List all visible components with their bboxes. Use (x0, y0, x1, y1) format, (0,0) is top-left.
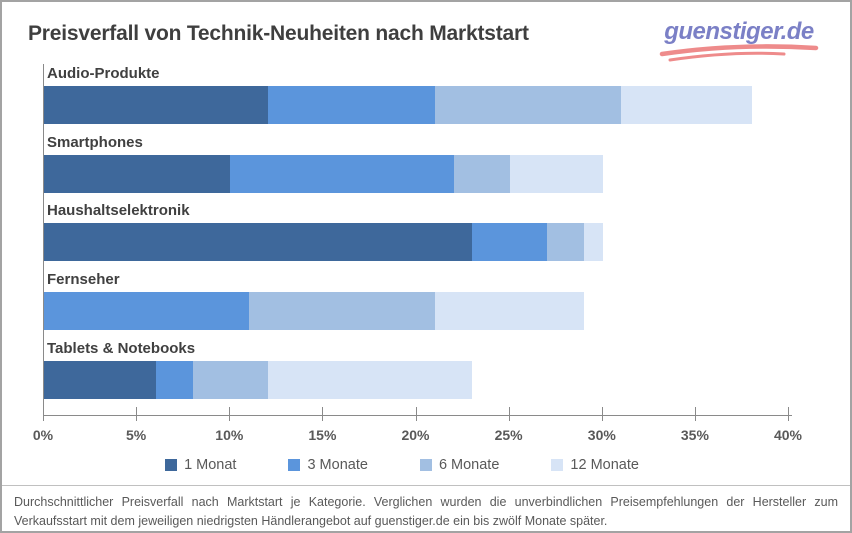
bar-segment (584, 223, 603, 261)
bar-segment (621, 86, 752, 124)
legend-swatch-icon (551, 459, 564, 471)
legend-swatch-icon (165, 459, 178, 471)
axis-tick (322, 407, 324, 421)
footer: Durchschnittlicher Preisverfall nach Mar… (2, 485, 850, 531)
bar-segment (155, 361, 194, 399)
category-label: Smartphones (47, 134, 143, 151)
legend-swatch-icon (419, 459, 432, 471)
bar-segment (472, 223, 547, 261)
axis-tick (788, 407, 789, 421)
legend-label: 1 Monat (184, 457, 237, 473)
axis-tick-label: 25% (494, 427, 523, 443)
guenstiger-logo: guenstiger.de (659, 14, 819, 62)
bar-segment (230, 155, 454, 193)
axis-tick (415, 407, 417, 421)
stacked-bar (44, 223, 603, 261)
bar-segment (44, 155, 231, 193)
axis-tick-label: 10% (215, 427, 244, 443)
chart-y-axis-line (43, 64, 44, 416)
bar-segment (267, 361, 473, 399)
axis-tick (43, 407, 44, 421)
logo-swoosh-icon (659, 44, 819, 62)
legend-label: 3 Monate (307, 457, 368, 473)
stacked-bar (44, 155, 603, 193)
legend-item: 3 Monate (288, 457, 368, 473)
legend-swatch-icon (288, 459, 301, 471)
bar-segment (193, 361, 268, 399)
axis-tick-label: 20% (401, 427, 430, 443)
stacked-bar (44, 86, 752, 124)
category-label: Audio-Produkte (47, 65, 160, 82)
bar-segment (44, 292, 249, 330)
bar-segment (44, 223, 473, 261)
axis-tick (601, 407, 603, 421)
axis-tick (508, 407, 510, 421)
axis-tick (229, 407, 231, 421)
axis-tick-label: 40% (773, 427, 803, 443)
category-label: Haushaltselektronik (47, 202, 190, 219)
legend-label: 12 Monate (570, 457, 639, 473)
category-label: Tablets & Notebooks (47, 340, 196, 357)
axis-tick (136, 407, 138, 421)
stacked-bar (44, 361, 473, 399)
category-label: Fernseher (47, 271, 120, 288)
footer-caption: Durchschnittlicher Preisverfall nach Mar… (14, 495, 838, 528)
bar-segment (453, 155, 510, 193)
legend-item: 6 Monate (419, 457, 500, 473)
stacked-bar (44, 292, 585, 330)
chart-x-axis-line (43, 415, 792, 416)
axis-tick-label: 35% (680, 427, 709, 443)
legend-item: 1 Monat (165, 457, 236, 473)
axis-tick (694, 407, 696, 421)
axis-tick-label: 0% (32, 427, 54, 443)
bar-segment (44, 361, 156, 399)
bar-segment (248, 292, 436, 330)
page-title: Preisverfall von Technik-Neuheiten nach … (28, 22, 529, 45)
axis-tick-label: 15% (308, 427, 337, 443)
axis-tick-label: 5% (125, 427, 147, 443)
bar-segment (44, 86, 268, 124)
bar-segment (546, 223, 585, 261)
axis-tick-label: 30% (587, 427, 616, 443)
guenstiger-logo-text: guenstiger.de (664, 18, 814, 45)
bar-segment (509, 155, 603, 193)
bar-segment (435, 292, 585, 330)
legend-item: 12 Monate (551, 457, 639, 473)
bar-segment (435, 86, 622, 124)
legend-label: 6 Monate (438, 457, 500, 473)
bar-segment (267, 86, 436, 124)
chart-legend: 1 Monat 3 Monate 6 Monate 12 Monate (2, 457, 802, 473)
